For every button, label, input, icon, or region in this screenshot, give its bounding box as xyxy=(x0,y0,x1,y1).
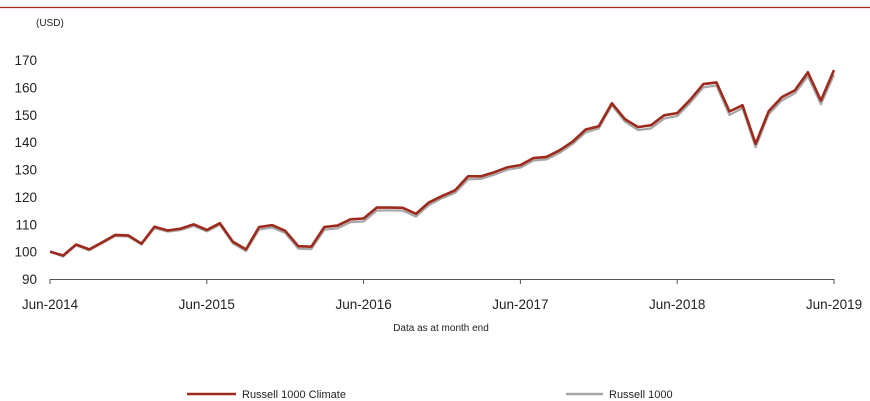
x-axis-title: Data as at month end xyxy=(393,323,489,334)
y-tick-label: 160 xyxy=(14,80,37,95)
y-tick-label: 100 xyxy=(14,245,37,260)
y-unit-label: (USD) xyxy=(36,18,64,29)
series-line-russell-1000-climate xyxy=(49,69,836,257)
x-tick-label: Jun-2015 xyxy=(179,297,235,312)
x-tick-label: Jun-2018 xyxy=(649,297,705,312)
x-tick-label: Jun-2017 xyxy=(492,297,548,312)
y-axis: 90 100 110 120 130 140 150 160 170 xyxy=(14,53,37,287)
series-line-russell-1000 xyxy=(49,74,836,258)
y-tick-label: 110 xyxy=(15,217,37,232)
x-tick-label: Jun-2016 xyxy=(335,297,391,312)
y-tick-label: 130 xyxy=(14,163,37,178)
x-axis: Jun-2014 Jun-2015 Jun-2016 Jun-2017 Jun-2018… xyxy=(22,279,862,312)
plot-area xyxy=(49,69,836,258)
x-tick-label: Jun-2014 xyxy=(22,297,79,312)
y-tick-label: 90 xyxy=(22,272,37,287)
y-tick-label: 150 xyxy=(14,108,37,123)
y-tick-label: 170 xyxy=(14,53,37,68)
y-tick-label: 140 xyxy=(14,135,37,150)
legend: Russell 1000 Climate Russell 1000 xyxy=(187,389,673,401)
x-tick-label: Jun-2019 xyxy=(806,297,862,312)
y-tick-label: 120 xyxy=(14,190,37,205)
legend-label: Russell 1000 xyxy=(609,389,673,401)
legend-label: Russell 1000 Climate xyxy=(242,389,346,401)
